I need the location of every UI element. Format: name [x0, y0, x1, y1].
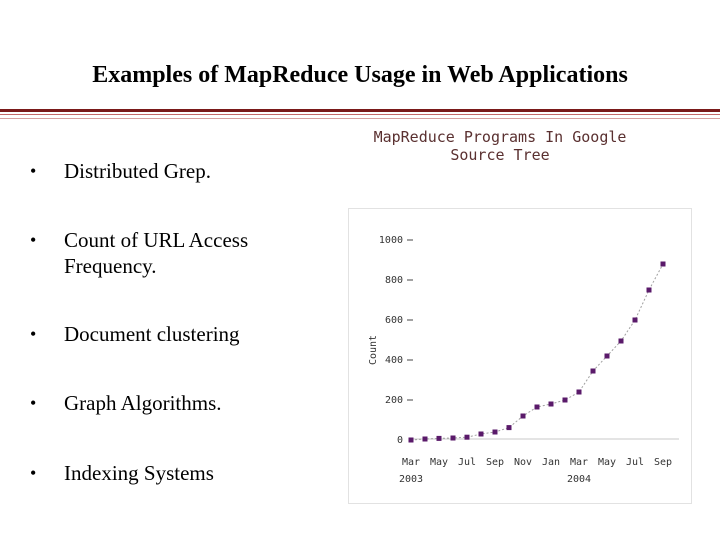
- y-axis-label: Count: [368, 335, 379, 365]
- data-point: [618, 338, 624, 344]
- y-tick-label: 1000: [379, 235, 403, 246]
- data-point: [436, 435, 442, 441]
- data-point: [604, 353, 610, 359]
- chart-svg: 1000 800 600 400 200 0 Count Mar May Jul Sep Nov Jan…: [368, 235, 679, 485]
- slide-title: Examples of MapReduce Usage in Web Appli…: [92, 62, 628, 88]
- data-point: [478, 431, 484, 437]
- y-tick-label: 200: [385, 395, 403, 406]
- data-point: [646, 287, 652, 293]
- data-point: [450, 435, 456, 441]
- bullet-dot-icon: •: [30, 230, 37, 250]
- x-year-label: 2004: [567, 474, 591, 485]
- bullet-text: Distributed Grep.: [64, 159, 211, 183]
- data-point: [506, 425, 512, 431]
- bullet-dot-icon: •: [30, 393, 37, 413]
- bullet-text: Document clustering: [64, 322, 240, 346]
- data-point: [422, 436, 428, 442]
- y-tick-label: 400: [385, 355, 403, 366]
- x-tick-label: Mar: [402, 457, 420, 468]
- x-tick-label: Sep: [486, 457, 504, 468]
- bullet-dot-icon: •: [30, 161, 37, 181]
- x-tick-label: Jul: [626, 457, 644, 468]
- data-point: [520, 413, 526, 419]
- series-line: [410, 263, 664, 441]
- data-point: [548, 401, 554, 407]
- x-tick-label: May: [598, 457, 616, 468]
- bullet-dot-icon: •: [30, 463, 37, 483]
- x-tick-label: Sep: [654, 457, 672, 468]
- bullet-text: Graph Algorithms.: [64, 391, 222, 415]
- title-rule-thin: [0, 118, 720, 119]
- title-rule-thick: [0, 109, 720, 112]
- bullet-text: Count of URL Access Frequency.: [64, 228, 249, 278]
- y-tick-label: 600: [385, 315, 403, 326]
- title-rule-mid: [0, 114, 720, 115]
- data-point: [408, 437, 414, 443]
- data-point: [492, 429, 498, 435]
- x-tick-label: May: [430, 457, 448, 468]
- data-point: [464, 434, 470, 440]
- data-point: [562, 397, 568, 403]
- x-tick-label: Jan: [542, 457, 560, 468]
- chart-frame: 1000 800 600 400 200 0 Count Mar May Jul Sep Nov Jan…: [348, 208, 692, 504]
- y-tick-label: 800: [385, 275, 403, 286]
- x-tick-label: Jul: [458, 457, 476, 468]
- x-tick-label: Nov: [514, 457, 532, 468]
- bullet-dot-icon: •: [30, 324, 37, 344]
- y-tick-label: 0: [397, 435, 403, 446]
- x-year-label: 2003: [399, 474, 423, 485]
- bullet-text: Indexing Systems: [64, 461, 214, 485]
- chart-title: MapReduce Programs In Google Source Tree: [373, 128, 627, 164]
- x-tick-label: Mar: [570, 457, 588, 468]
- data-point: [590, 368, 596, 374]
- data-point: [576, 389, 582, 395]
- data-point: [534, 404, 540, 410]
- data-point: [660, 261, 666, 267]
- data-point: [632, 317, 638, 323]
